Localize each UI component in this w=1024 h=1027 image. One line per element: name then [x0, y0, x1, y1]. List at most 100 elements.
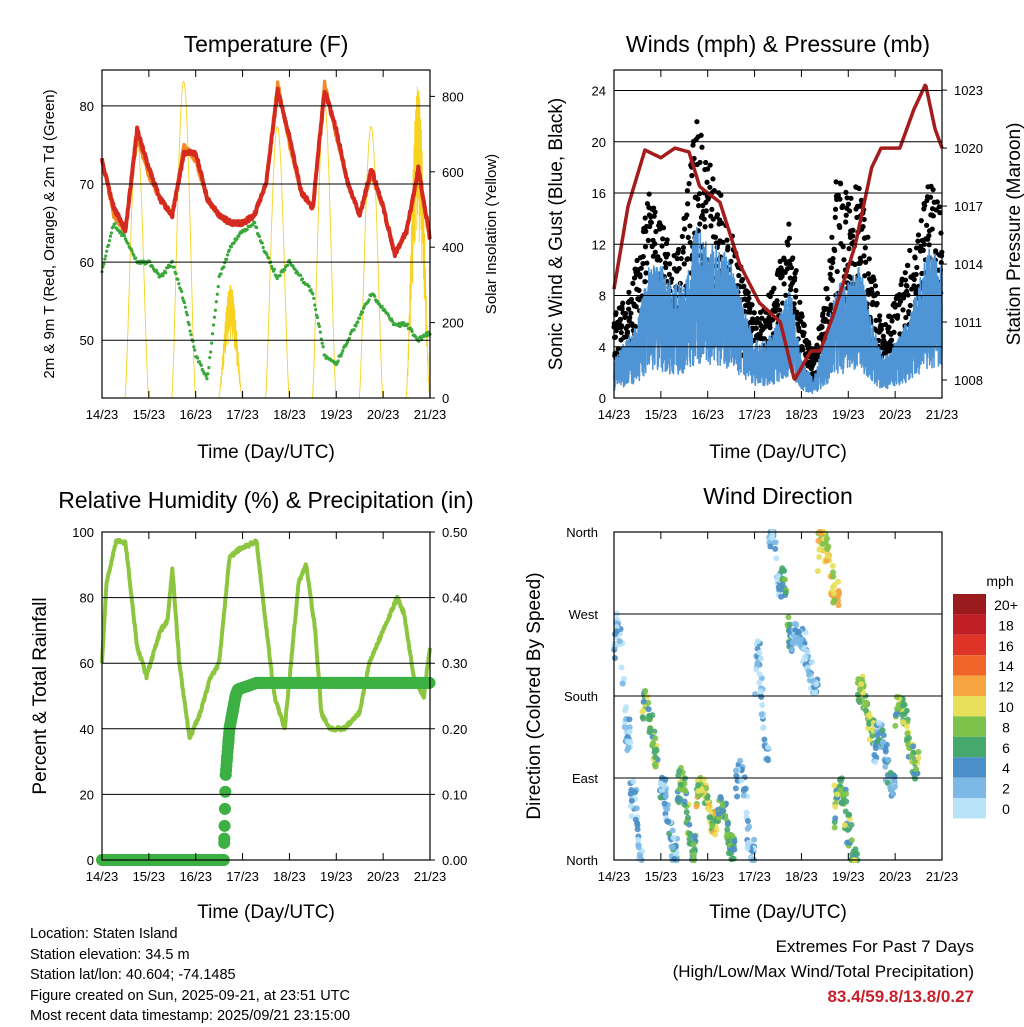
- direction-point: [838, 800, 845, 807]
- dewpoint-point: [168, 264, 173, 268]
- gust-point: [652, 249, 658, 255]
- gust-point: [832, 206, 839, 212]
- gust-point: [794, 310, 800, 316]
- gust-point: [833, 179, 839, 185]
- dewpoint-point: [225, 257, 229, 261]
- dewpoint-point: [307, 284, 311, 289]
- extremes-box: Extremes For Past 7 Days (High/Low/Max W…: [673, 934, 974, 1009]
- dewpoint-point: [347, 336, 352, 341]
- direction-point: [662, 776, 669, 783]
- dewpoint-point: [311, 292, 315, 296]
- gust-point: [834, 268, 840, 275]
- direction-point: [809, 658, 816, 665]
- humidity-title: Relative Humidity (%) & Precipitation (i…: [58, 487, 473, 513]
- direction-point: [657, 794, 664, 801]
- direction-point: [754, 638, 761, 645]
- pressure-ylabel: Station Pressure (Maroon): [1004, 123, 1024, 346]
- dewpoint-point: [107, 238, 112, 243]
- legend-swatch: [953, 655, 986, 676]
- dewpoint-point: [227, 248, 232, 252]
- direction-point: [767, 543, 774, 550]
- direction-point: [719, 802, 726, 809]
- dewpoint-point: [313, 303, 317, 307]
- gust-point: [640, 253, 646, 260]
- legend-swatch: [953, 798, 986, 819]
- y2-tick-label: 1014: [954, 257, 983, 272]
- gust-point: [660, 236, 666, 242]
- dewpoint-point: [225, 253, 230, 257]
- dewpoint-point: [177, 282, 181, 286]
- direction-point: [724, 820, 731, 827]
- gust-point: [850, 233, 856, 239]
- gust-point: [926, 242, 932, 248]
- dewpoint-point: [208, 355, 212, 360]
- direction-point: [644, 693, 651, 700]
- gust-point: [725, 244, 731, 250]
- dewpoint-point: [182, 301, 187, 305]
- direction-point: [893, 693, 900, 700]
- precip-point: [218, 819, 231, 832]
- gust-point: [820, 311, 826, 317]
- gust-point: [644, 260, 650, 266]
- gust-point: [915, 232, 922, 238]
- dewpoint-point: [184, 310, 188, 314]
- direction-point: [704, 805, 711, 812]
- gust-point: [697, 221, 703, 227]
- gust-point: [774, 298, 780, 304]
- gust-point: [830, 256, 836, 262]
- direction-point: [632, 816, 639, 823]
- direction-point: [647, 725, 654, 732]
- gust-point: [681, 261, 687, 267]
- direction-point: [915, 754, 922, 761]
- gust-point: [714, 212, 721, 218]
- x-tick-label: 18/23: [785, 407, 818, 422]
- x-tick-label: 20/23: [367, 869, 400, 884]
- gust-point: [866, 256, 872, 262]
- dewpoint-point: [287, 258, 292, 263]
- gust-point: [637, 274, 643, 280]
- gust-point: [647, 223, 653, 230]
- direction-point: [681, 798, 688, 805]
- dewpoint-point: [340, 351, 344, 355]
- gust-point: [640, 260, 646, 267]
- direction-point: [843, 790, 850, 797]
- dewpoint-point: [410, 329, 414, 334]
- dewpoint-point: [345, 340, 350, 344]
- gust-point: [878, 326, 884, 332]
- gust-point: [800, 347, 806, 353]
- dewpoint-point: [189, 333, 193, 337]
- gust-point: [652, 241, 658, 247]
- direction-point: [700, 776, 707, 783]
- wind-direction-ylabel: Direction (Colored By Speed): [524, 572, 545, 819]
- direction-point: [732, 767, 739, 774]
- gust-point: [652, 209, 658, 215]
- gust-point: [681, 226, 688, 232]
- gust-point: [922, 203, 928, 209]
- gust-point: [684, 212, 690, 218]
- plot-area: [611, 83, 945, 395]
- legend-swatch: [953, 736, 986, 758]
- dewpoint-point: [199, 363, 203, 367]
- dewpoint-point: [156, 272, 160, 276]
- direction-point: [624, 738, 631, 745]
- gust-point: [674, 256, 680, 262]
- y2-tick-label: 1011: [954, 315, 982, 330]
- direction-point: [715, 810, 722, 817]
- gust-point: [845, 201, 852, 207]
- direction-point: [863, 699, 870, 706]
- direction-point: [855, 697, 862, 704]
- direction-point: [743, 809, 750, 816]
- direction-point: [882, 763, 889, 770]
- direction-point: [639, 708, 646, 715]
- direction-point: [848, 821, 855, 828]
- winds-title: Winds (mph) & Pressure (mb): [626, 31, 930, 57]
- gust-point: [630, 280, 636, 286]
- gust-point: [646, 191, 652, 197]
- direction-point: [712, 831, 719, 838]
- gust-point: [632, 323, 638, 330]
- direction-point: [875, 719, 882, 726]
- direction-point: [824, 552, 831, 559]
- gust-point: [865, 234, 871, 240]
- direction-point: [832, 815, 839, 822]
- direction-point: [645, 706, 652, 713]
